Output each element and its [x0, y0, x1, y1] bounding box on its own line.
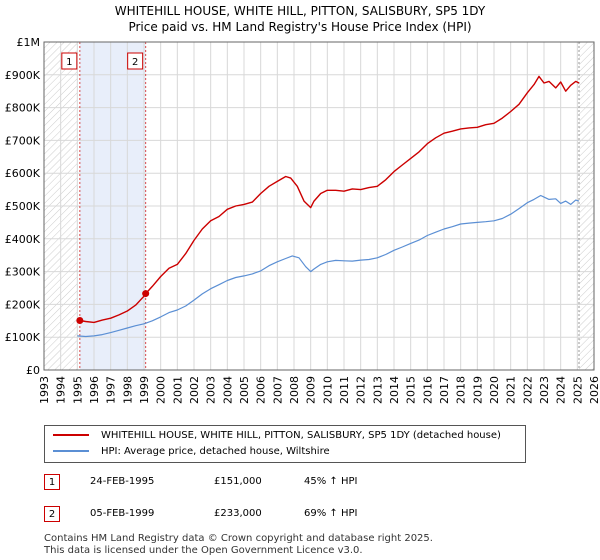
x-tick-label: 2000 — [155, 376, 168, 404]
legend-item-hpi: HPI: Average price, detached house, Wilt… — [53, 446, 330, 457]
y-tick-label: £800K — [5, 102, 41, 115]
sale-hpi-change: 45% ↑ HPI — [304, 476, 358, 487]
chart-legend: WHITEHILL HOUSE, WHITE HILL, PITTON, SAL… — [44, 425, 526, 463]
legend-label-property: WHITEHILL HOUSE, WHITE HILL, PITTON, SAL… — [101, 430, 501, 441]
x-tick-label: 2021 — [505, 376, 518, 404]
x-tick-label: 2002 — [188, 376, 201, 404]
chart-title-line1: WHITEHILL HOUSE, WHITE HILL, PITTON, SAL… — [114, 4, 486, 18]
x-tick-label: 2013 — [371, 376, 384, 404]
sale-price: £233,000 — [214, 508, 262, 519]
sale-number-badge: 1 — [44, 474, 60, 490]
legend-label-hpi: HPI: Average price, detached house, Wilt… — [101, 446, 330, 457]
legend-item-property: WHITEHILL HOUSE, WHITE HILL, PITTON, SAL… — [53, 430, 501, 441]
legend-swatch-hpi — [53, 450, 89, 452]
y-tick-label: £200K — [5, 298, 41, 311]
sale-number-badge: 2 — [44, 506, 60, 522]
x-tick-label: 2026 — [588, 376, 600, 404]
sale-hpi-change: 69% ↑ HPI — [304, 508, 358, 519]
x-tick-label: 2008 — [288, 376, 301, 404]
sale-price: £151,000 — [214, 476, 262, 487]
plot-frame — [43, 41, 595, 371]
property-price-line — [79, 75, 580, 324]
footer-licence: This data is licensed under the Open Gov… — [44, 545, 363, 556]
y-tick-label: £700K — [5, 134, 41, 147]
x-tick-label: 1995 — [71, 376, 84, 404]
x-tick-label: 1996 — [88, 376, 101, 404]
y-tick-label: £900K — [5, 69, 41, 82]
sale-label-box — [61, 52, 78, 70]
sale-label-number: 1 — [66, 57, 72, 68]
y-tick-label: £100K — [5, 331, 41, 344]
x-tick-label: 2011 — [338, 376, 351, 404]
x-tick-label: 1997 — [105, 376, 118, 404]
x-tick-label: 2004 — [221, 376, 234, 404]
x-tick-label: 2012 — [355, 376, 368, 404]
x-tick-label: 2020 — [488, 376, 501, 404]
x-tick-label: 2007 — [271, 376, 284, 404]
y-tick-label: £600K — [5, 167, 41, 180]
legend-swatch-property — [53, 434, 89, 436]
x-tick-label: 2024 — [555, 376, 568, 404]
sale-point — [76, 316, 84, 324]
sale-label-box — [127, 52, 144, 70]
sale-date: 24-FEB-1995 — [90, 476, 155, 487]
x-tick-label: 2025 — [571, 376, 584, 404]
sale-point — [142, 290, 150, 298]
price-chart: 1 2 £0 £100K £200K £300K £400K £500K £600K £700K £… — [5, 36, 600, 404]
x-tick-label: 2009 — [305, 376, 318, 404]
sale-date: 05-FEB-1999 — [90, 508, 155, 519]
y-tick-label: £300K — [5, 266, 41, 279]
x-tick-label: 2005 — [238, 376, 251, 404]
y-tick-label: £500K — [5, 200, 41, 213]
chart-title-line2: Price paid vs. HM Land Registry's House … — [128, 20, 472, 34]
x-tick-label: 1994 — [55, 376, 68, 404]
x-tick-label: 2010 — [321, 376, 334, 404]
x-tick-label: 2001 — [171, 376, 184, 404]
x-tick-label: 1998 — [121, 376, 134, 404]
x-tick-label: 2014 — [388, 376, 401, 404]
x-tick-label: 2022 — [521, 376, 534, 404]
x-tick-label: 2018 — [455, 376, 468, 404]
x-tick-label: 1993 — [38, 376, 51, 404]
x-tick-label: 2015 — [405, 376, 418, 404]
hpi-line — [77, 194, 580, 338]
x-tick-label: 2016 — [421, 376, 434, 404]
y-tick-label: £1M — [17, 36, 41, 49]
x-tick-label: 1999 — [138, 376, 151, 404]
y-tick-label: £0 — [26, 364, 40, 377]
x-tick-label: 2006 — [255, 376, 268, 404]
x-tick-label: 2019 — [471, 376, 484, 404]
x-tick-label: 2017 — [438, 376, 451, 404]
sale-label-number: 2 — [132, 57, 138, 68]
x-tick-label: 2003 — [205, 376, 218, 404]
y-tick-label: £400K — [5, 233, 41, 246]
x-tick-label: 2023 — [538, 376, 551, 404]
footer-copyright: Contains HM Land Registry data © Crown c… — [44, 533, 433, 544]
